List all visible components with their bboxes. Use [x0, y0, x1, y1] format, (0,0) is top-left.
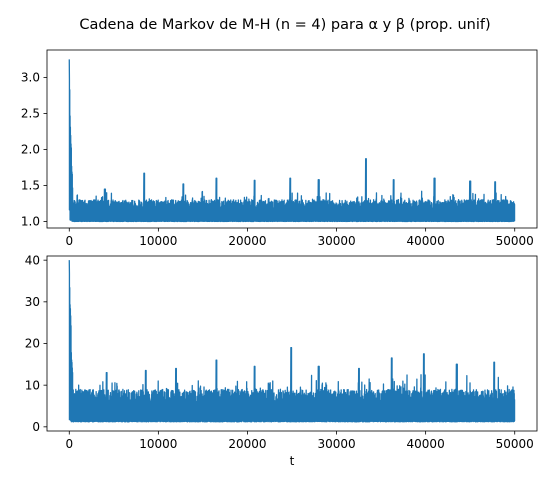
x-tick-label: 20000: [228, 234, 266, 248]
x-tick-label: 0: [65, 234, 73, 248]
x-tick-label: 0: [65, 437, 73, 451]
alpha-y-axis: 1.0 1.5 2.0 2.5 3.0: [21, 71, 47, 229]
alpha-trace-panel: 0 10000 20000 30000 40000 50000 1.0 1.5 2.0 2.5 3…: [21, 49, 538, 248]
y-tick-label: 10: [25, 378, 40, 392]
x-tick-label: 50000: [496, 437, 534, 451]
x-tick-label: 30000: [317, 437, 355, 451]
x-tick-label: 50000: [496, 234, 534, 248]
x-tick-label: 30000: [317, 234, 355, 248]
y-tick-label: 2.0: [21, 143, 40, 157]
x-tick-label: 20000: [228, 437, 266, 451]
y-tick-label: 1.0: [21, 215, 40, 229]
alpha-x-axis: 0 10000 20000 30000 40000 50000: [65, 228, 534, 248]
beta-trace-panel: 0 10000 20000 30000 40000 50000 0 10 20 30 40 t: [25, 253, 538, 468]
x-tick-label: 10000: [139, 234, 177, 248]
beta-series: [68, 260, 516, 423]
figure-title: Cadena de Markov de M-H (n = 4) para α y…: [79, 17, 490, 33]
y-tick-label: 1.5: [21, 179, 40, 193]
y-tick-label: 2.5: [21, 107, 40, 121]
y-tick-label: 40: [25, 253, 40, 267]
alpha-series: [68, 59, 516, 223]
beta-y-axis: 0 10 20 30 40: [25, 253, 47, 434]
x-tick-label: 10000: [139, 437, 177, 451]
beta-x-axis-label: t: [290, 454, 295, 468]
alpha-trace-line: [68, 59, 516, 223]
x-tick-label: 40000: [407, 437, 445, 451]
y-tick-label: 30: [25, 295, 40, 309]
beta-trace-line: [68, 260, 516, 423]
y-tick-label: 3.0: [21, 71, 40, 85]
y-tick-label: 20: [25, 337, 40, 351]
x-tick-label: 40000: [407, 234, 445, 248]
alpha-axes-frame: [46, 49, 538, 229]
beta-x-axis: 0 10000 20000 30000 40000 50000: [65, 431, 534, 451]
y-tick-label: 0: [32, 420, 40, 434]
